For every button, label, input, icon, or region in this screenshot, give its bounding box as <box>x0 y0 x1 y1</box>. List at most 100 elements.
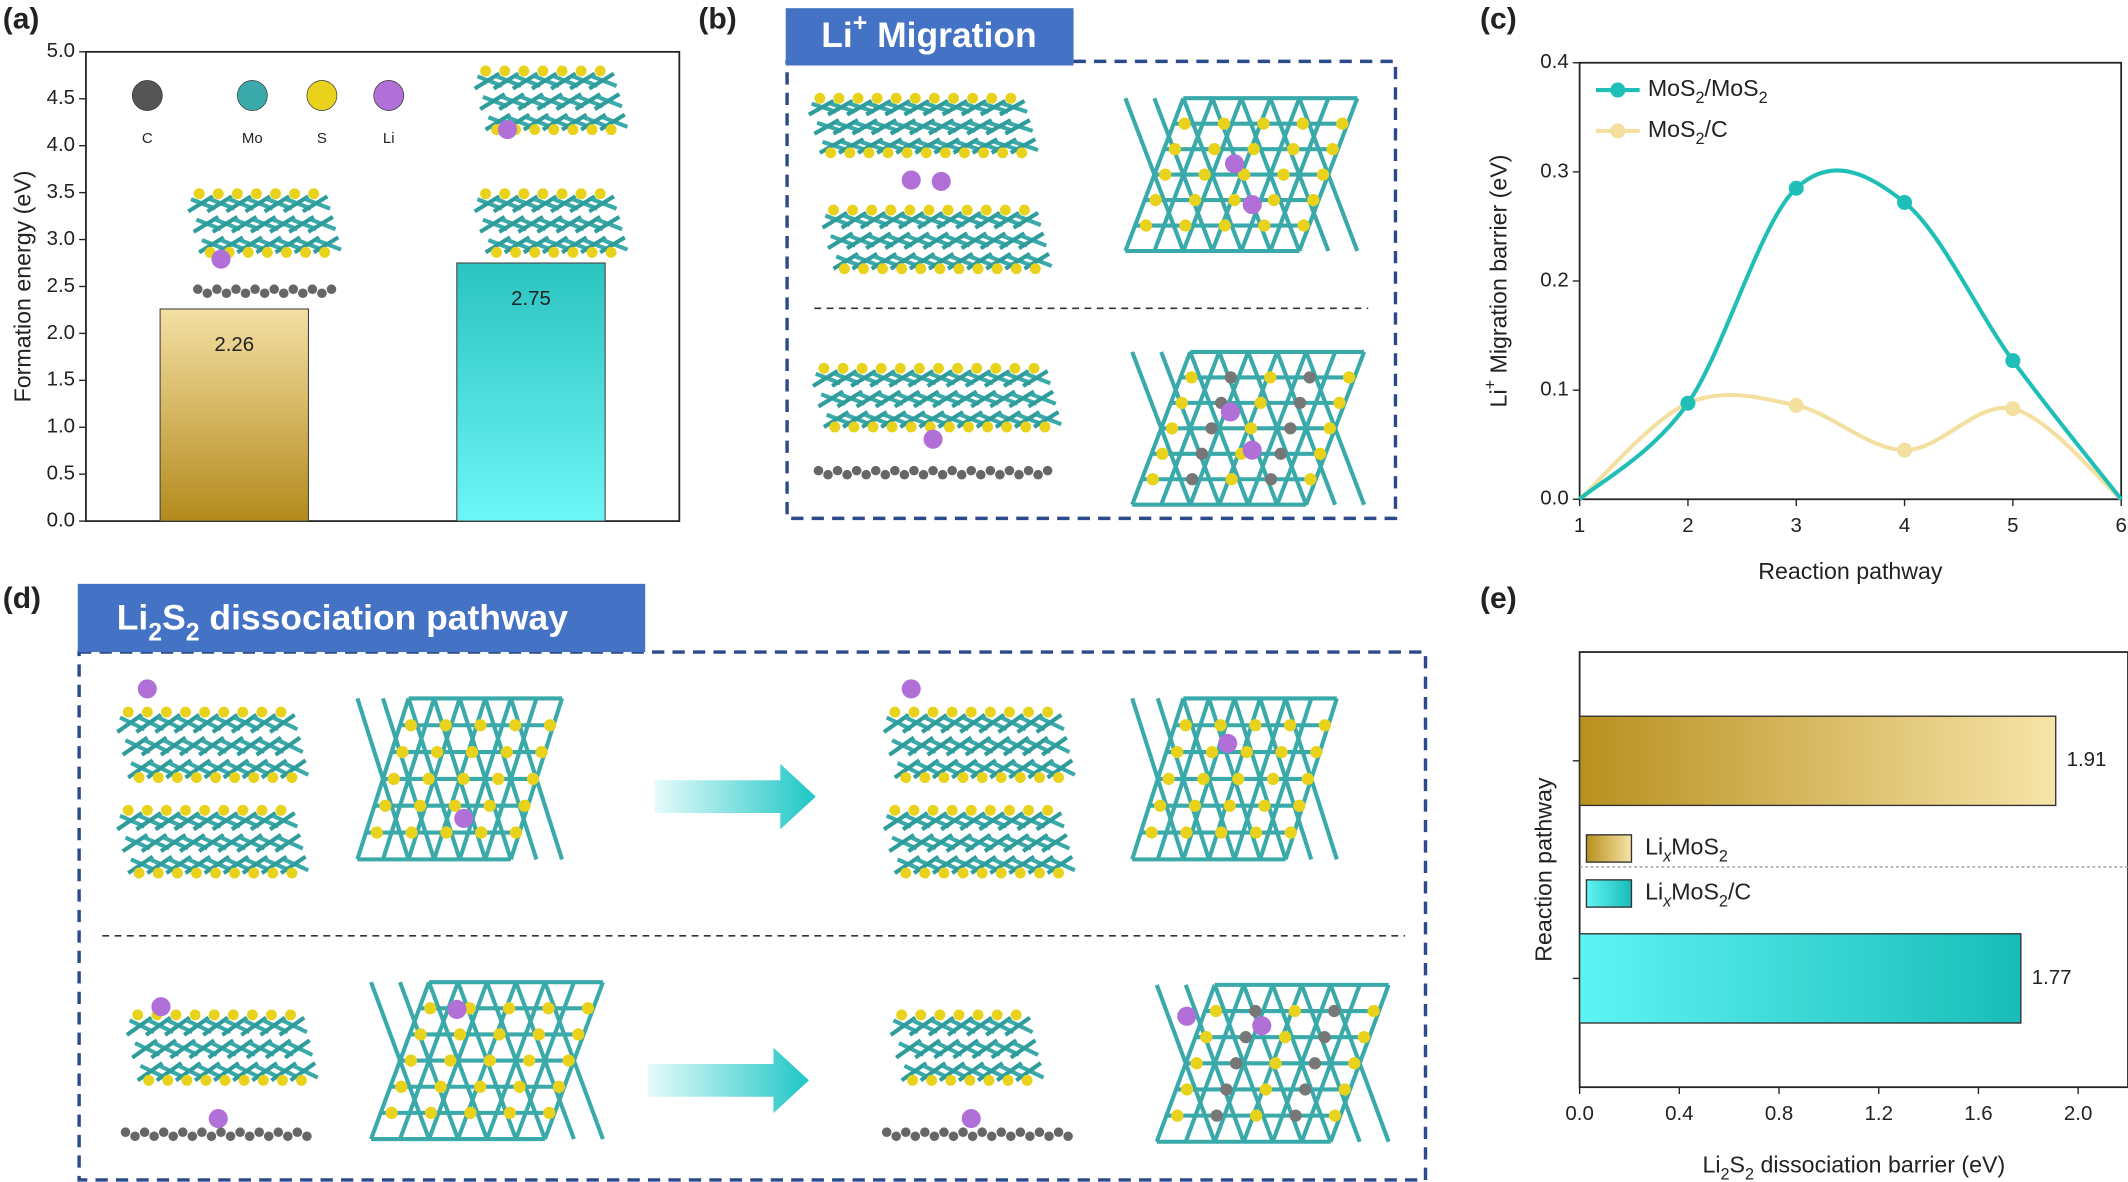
atom <box>1006 1131 1016 1142</box>
bond <box>230 215 258 234</box>
atom <box>453 1028 467 1041</box>
bond <box>813 118 840 136</box>
atom <box>1289 1109 1302 1122</box>
atom <box>1023 465 1034 476</box>
bond <box>907 735 935 757</box>
text-part: MoS <box>1648 75 1696 101</box>
bond <box>278 1015 306 1037</box>
atom <box>997 147 1009 159</box>
atom <box>1240 745 1253 759</box>
bond <box>985 251 1012 271</box>
atom <box>535 745 548 759</box>
bond <box>140 735 168 757</box>
y-tick-label: 5.0 <box>47 39 75 62</box>
line <box>1578 392 2123 501</box>
bond <box>882 713 910 734</box>
atom <box>483 1054 496 1067</box>
bond <box>146 758 174 780</box>
bond <box>268 811 296 832</box>
atom <box>227 1009 239 1021</box>
atom <box>953 263 965 275</box>
bond <box>979 99 1007 117</box>
atom <box>475 826 488 839</box>
atom <box>1342 371 1356 384</box>
atom <box>1210 1109 1223 1122</box>
bond <box>203 758 231 780</box>
bond <box>211 713 239 734</box>
bond <box>492 194 520 214</box>
bond <box>920 811 948 832</box>
atom <box>242 246 254 258</box>
legend-label: Mo <box>242 130 263 147</box>
atom <box>130 1131 140 1142</box>
atom <box>518 188 530 200</box>
atom <box>866 204 878 216</box>
atom <box>493 1028 506 1041</box>
bond <box>946 251 974 271</box>
bond <box>517 92 544 111</box>
legend-label: S <box>317 130 327 147</box>
panel-label: (c) <box>1480 2 1517 35</box>
bond <box>274 735 302 757</box>
atom <box>899 469 910 480</box>
bond <box>211 215 239 234</box>
atom <box>915 1009 927 1021</box>
bond <box>511 194 539 214</box>
bond <box>951 389 978 409</box>
bond <box>580 235 607 255</box>
x-tick-label: 1.2 <box>1865 1102 1893 1125</box>
atom <box>1250 1109 1263 1122</box>
atom <box>889 706 901 718</box>
atom <box>1336 117 1349 130</box>
atom <box>1198 168 1211 181</box>
bond <box>245 1038 273 1060</box>
bond <box>1013 410 1041 429</box>
atom <box>1178 117 1191 130</box>
subscript: 2 <box>1695 89 1704 107</box>
bond <box>884 231 911 251</box>
subscript: 2 <box>1759 89 1768 107</box>
y-tick-label: 0.0 <box>47 508 75 531</box>
dashed-frame <box>77 650 1428 1182</box>
atom <box>171 867 183 879</box>
atom <box>162 1074 174 1086</box>
atom <box>160 706 172 718</box>
atom <box>1267 193 1281 207</box>
atom <box>1053 867 1064 879</box>
legend-label: LixMoS2/C <box>1645 879 1751 911</box>
bond <box>588 194 615 214</box>
bond <box>966 118 993 136</box>
atom <box>503 1106 517 1120</box>
atom <box>1042 706 1054 718</box>
bond <box>995 1061 1023 1083</box>
atom <box>1042 465 1053 476</box>
bond <box>555 92 583 111</box>
atom <box>473 1080 487 1093</box>
bond <box>293 235 321 255</box>
atom <box>1303 371 1316 384</box>
subscript: 2 <box>1721 1166 1730 1182</box>
bond <box>807 99 835 117</box>
atom <box>880 469 891 480</box>
bond <box>1012 211 1040 230</box>
bond <box>940 811 967 832</box>
banner-title: Li2S2 dissociation pathway <box>117 598 568 647</box>
atom <box>838 263 850 275</box>
atom <box>139 1127 150 1137</box>
atom <box>263 1131 274 1142</box>
bond <box>964 735 992 757</box>
bond <box>178 833 206 853</box>
bond <box>994 410 1022 429</box>
atom <box>180 804 191 816</box>
atom <box>439 719 452 732</box>
bond <box>593 92 621 111</box>
bond <box>1004 118 1031 136</box>
bond <box>484 112 512 132</box>
atom <box>1205 745 1219 759</box>
atom <box>1014 867 1026 879</box>
bond <box>192 215 220 234</box>
atom <box>448 799 462 812</box>
atom <box>250 284 260 294</box>
bond <box>903 231 931 251</box>
atom <box>548 124 560 136</box>
